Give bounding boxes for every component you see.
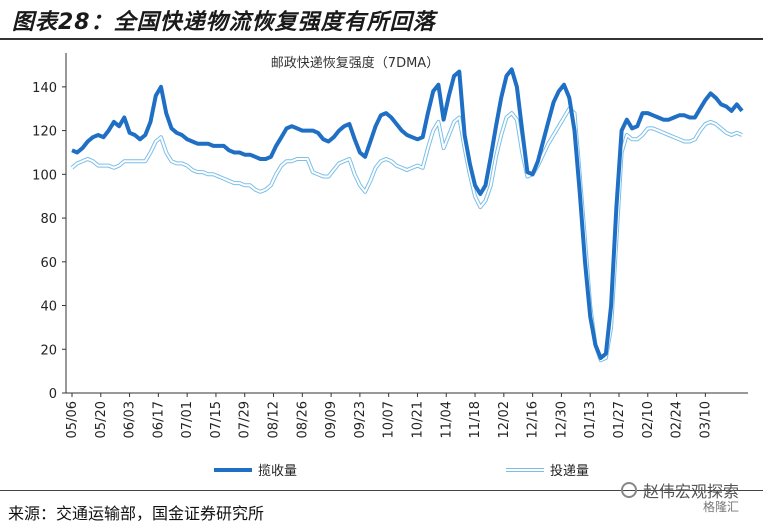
x-tick-label: 10/21 xyxy=(410,401,425,438)
x-tick-label: 06/03 xyxy=(123,401,138,438)
x-tick-label: 08/12 xyxy=(267,401,282,438)
series-line-collection xyxy=(71,67,744,360)
x-tick-label: 05/20 xyxy=(94,401,109,438)
x-tick-label: 11/18 xyxy=(468,401,483,438)
x-tick-label: 02/24 xyxy=(670,401,685,438)
x-tick-label: 09/09 xyxy=(324,401,339,438)
x-tick-label: 12/16 xyxy=(526,401,541,438)
watermark: 赵伟宏观探索 xyxy=(620,478,739,502)
legend-label-collection: 揽收量 xyxy=(258,463,297,479)
y-tick-label: 100 xyxy=(32,168,57,183)
chart-title: 邮政快递恢复强度（7DMA） xyxy=(271,55,439,71)
y-tick-label: 80 xyxy=(40,212,57,227)
series-layer xyxy=(70,67,744,363)
y-tick-label: 40 xyxy=(40,300,57,315)
y-tick-label: 20 xyxy=(40,343,57,358)
x-tick-label: 02/10 xyxy=(641,401,656,438)
series-line-delivery-outline xyxy=(70,106,743,363)
x-tick-label: 05/06 xyxy=(65,401,80,438)
x-tick-label: 01/13 xyxy=(583,401,598,438)
title-rule xyxy=(0,38,763,40)
series-line-delivery xyxy=(71,107,743,362)
y-tick-label: 60 xyxy=(40,256,57,271)
y-tick-label: 120 xyxy=(32,125,57,140)
x-tick-label: 03/10 xyxy=(698,401,713,438)
x-tick-label: 08/26 xyxy=(295,401,310,438)
x-tick-label: 06/17 xyxy=(151,401,166,438)
x-tick-label: 12/02 xyxy=(497,401,512,438)
x-tick-label: 12/30 xyxy=(554,401,569,438)
y-tick-label: 0 xyxy=(49,387,57,402)
axes: 0 20 40 60 80 100 120 140 05/06 05/20 06/03 06/17 07… xyxy=(32,53,748,438)
legend-label-delivery: 投递量 xyxy=(550,463,589,479)
x-tick-label: 11/04 xyxy=(439,401,454,438)
x-tick-label: 09/23 xyxy=(353,401,368,438)
x-tick-label: 10/07 xyxy=(382,401,397,438)
y-tick-label: 140 xyxy=(32,81,57,96)
x-tick-label: 07/01 xyxy=(180,401,195,438)
chart: 邮政快递恢复强度（7DMA） 0 20 40 60 80 100 120 140 05/06 05… xyxy=(32,53,748,479)
x-tick-label: 01/27 xyxy=(612,401,627,438)
watermark-text: 赵伟宏观探索 xyxy=(642,482,739,501)
page-title: 图表28：全国快递物流恢复强度有所回落 xyxy=(12,10,436,35)
wechat-icon xyxy=(620,482,637,498)
watermark-sub: 格隆汇 xyxy=(702,500,739,514)
x-tick-label: 07/29 xyxy=(238,401,253,438)
legend: 揽收量 投递量 xyxy=(214,463,589,479)
footer-rule xyxy=(0,490,763,491)
x-tick-label: 07/15 xyxy=(209,401,224,438)
source-note: 来源：交通运输部，国金证券研究所 xyxy=(8,504,265,523)
